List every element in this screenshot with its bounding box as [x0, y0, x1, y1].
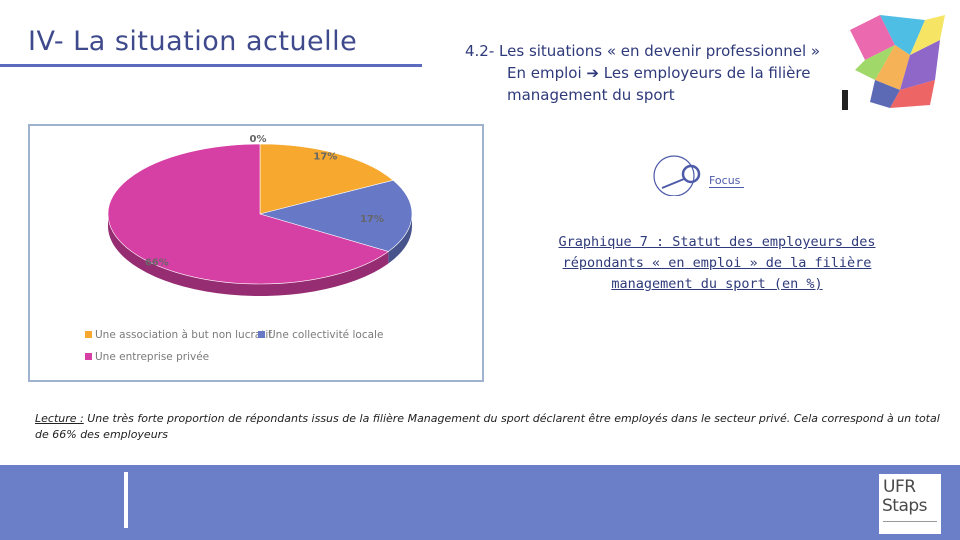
subtitle-line-3: management du sport [507, 86, 675, 104]
pie-data-label: 17% [313, 152, 337, 163]
reading-lead: Lecture : [35, 412, 84, 425]
legend-swatch [258, 331, 265, 338]
legend-swatch [85, 331, 92, 338]
chart-frame: 17% 17% 66% 0% Une association à but non luc… [28, 124, 484, 382]
pie-data-label: 66% [145, 258, 169, 269]
footer-band [0, 465, 960, 540]
legend-label: Une collectivité locale [268, 329, 383, 341]
subtitle-line-1: 4.2- Les situations « en devenir profess… [465, 42, 821, 60]
pie-chart: 17% 17% 66% 0% Une association à but non luc… [85, 134, 413, 363]
page-title: IV- La situation actuelle [28, 26, 358, 57]
pie-slice [258, 179, 413, 252]
pie-slice-side [388, 214, 412, 264]
legend-label: Une association à but non lucratif [95, 329, 272, 341]
pie-slice [259, 143, 394, 215]
pie-slice-side [107, 214, 389, 296]
pie-slice [107, 143, 390, 285]
ufr-staps-logo: UFR Staps [879, 474, 941, 534]
pie-data-label: 0% [250, 134, 267, 145]
subtitle-emploi: En emploi [507, 64, 582, 82]
graph-title-line-1: Graphique 7 : Statut des employeurs des [558, 234, 876, 250]
graph-title-line-2: répondants « en emploi » de la filière [562, 255, 872, 271]
focus-magnifier-icon [653, 155, 701, 196]
subtitle-line-2: En emploi ➔ Les employeurs de la filière [465, 62, 865, 84]
logo-staps: Staps [882, 496, 928, 516]
title-underline [0, 64, 422, 67]
reading-note: Lecture : Une très forte proportion de r… [35, 411, 945, 443]
legend-label: Une entreprise privée [95, 351, 209, 363]
reading-text: Une très forte proportion de répondants … [35, 412, 940, 441]
footer-divider [124, 472, 128, 528]
logo-rule [883, 521, 937, 522]
subtitle-employeurs: Les employeurs de la filière [603, 64, 811, 82]
legend-swatch [85, 353, 92, 360]
logo-ufr: UFR [883, 477, 916, 497]
pie-data-label: 17% [360, 214, 384, 225]
graph-title-line-3: management du sport (en %) [611, 276, 823, 292]
decorative-pattern [842, 15, 945, 110]
focus-label: Focus [709, 174, 745, 188]
graph-title: Graphique 7 : Statut des employeurs des … [540, 232, 894, 295]
section-subtitle: 4.2- Les situations « en devenir profess… [465, 40, 865, 106]
arrow-right-icon: ➔ [586, 64, 599, 82]
